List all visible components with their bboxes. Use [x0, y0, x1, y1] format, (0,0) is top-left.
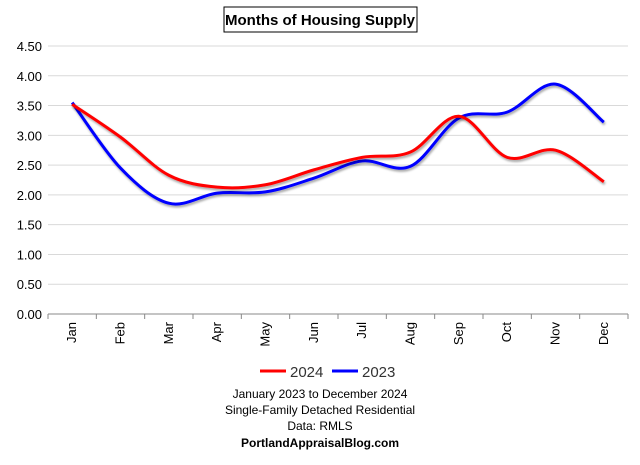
y-tick-label: 3.50 — [17, 99, 42, 114]
y-tick-label: 0.50 — [17, 277, 42, 292]
y-tick-label: 4.50 — [17, 39, 42, 54]
legend-label-2023: 2023 — [362, 364, 395, 381]
x-tick-label: Dec — [596, 322, 611, 346]
legend-label-2024: 2024 — [290, 364, 323, 381]
y-tick-label: 1.50 — [17, 218, 42, 233]
y-tick-label: 3.00 — [17, 128, 42, 143]
x-tick-label: May — [258, 322, 273, 347]
series-line-2024 — [71, 103, 605, 190]
footer-line-1: January 2023 to December 2024 — [233, 387, 408, 401]
x-tick-label: Jun — [306, 322, 321, 343]
title-box — [223, 6, 418, 33]
footer-line-4: PortlandAppraisalBlog.com — [241, 436, 399, 450]
y-tick-label: 2.50 — [17, 158, 42, 173]
x-tick-label: Feb — [113, 322, 128, 344]
chart-title: Months of Housing Supply — [225, 12, 416, 29]
x-tick-label: Oct — [499, 322, 514, 343]
series-line-2023 — [70, 82, 605, 206]
x-tick-label: Jan — [64, 322, 79, 343]
y-tick-label: 2.00 — [17, 188, 42, 203]
x-tick-label: Jul — [354, 322, 369, 339]
x-tick-label: Aug — [403, 322, 418, 345]
x-tick-label: Nov — [548, 322, 563, 346]
y-tick-label: 0.00 — [17, 307, 42, 322]
y-tick-label: 4.00 — [17, 69, 42, 84]
x-tick-label: Mar — [161, 321, 176, 344]
x-tick-label: Apr — [209, 321, 224, 342]
footer-line-3: Data: RMLS — [287, 419, 352, 433]
x-tick-label: Sep — [451, 322, 466, 345]
y-tick-label: 1.00 — [17, 247, 42, 262]
footer-line-2: Single-Family Detached Residential — [225, 403, 415, 417]
